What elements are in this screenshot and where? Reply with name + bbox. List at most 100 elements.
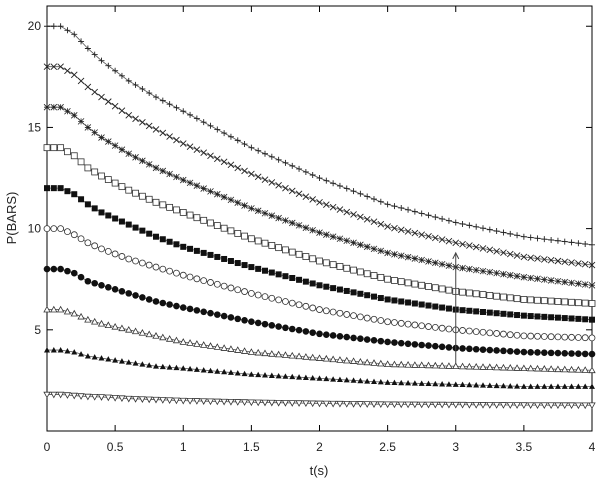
data-point — [112, 67, 119, 74]
data-point — [50, 63, 58, 71]
series-square-filled — [44, 185, 595, 323]
data-point — [472, 328, 480, 336]
data-point — [104, 394, 112, 402]
data-point — [500, 229, 507, 236]
data-point — [179, 140, 187, 147]
data-point — [418, 301, 425, 308]
data-point — [370, 359, 378, 366]
data-point — [213, 222, 221, 229]
y-axis-label: P(BARS) — [4, 192, 19, 245]
x-tick-label: 0.5 — [107, 440, 124, 454]
data-point — [438, 362, 446, 369]
data-point — [220, 282, 228, 290]
data-point — [466, 345, 473, 353]
data-point — [357, 290, 364, 297]
data-point — [274, 350, 283, 358]
data-point — [438, 401, 446, 409]
data-point — [363, 215, 371, 223]
data-point — [302, 278, 309, 285]
data-point — [275, 214, 282, 222]
data-point — [330, 376, 337, 382]
data-point — [397, 401, 405, 409]
data-point — [254, 207, 262, 215]
data-point — [295, 301, 303, 309]
x-tick-label: 2.5 — [379, 440, 396, 454]
data-point — [296, 276, 303, 283]
data-point — [561, 278, 569, 286]
data-point — [173, 269, 180, 277]
data-point — [561, 298, 569, 306]
data-point — [295, 400, 303, 407]
data-point — [173, 206, 180, 214]
data-point — [132, 292, 139, 299]
data-point — [424, 401, 433, 409]
data-point — [514, 312, 521, 319]
data-point — [452, 401, 460, 409]
data-point — [118, 253, 126, 260]
data-point — [227, 227, 235, 235]
data-point — [165, 397, 174, 404]
data-point — [50, 347, 57, 353]
data-point — [357, 190, 364, 197]
data-point — [227, 161, 235, 169]
data-point — [118, 358, 125, 364]
data-point — [268, 399, 276, 407]
data-point — [91, 317, 99, 325]
data-point — [275, 181, 282, 189]
data-point — [159, 333, 167, 341]
data-point — [275, 271, 282, 278]
data-point — [581, 299, 589, 307]
data-point — [500, 347, 507, 355]
data-point — [561, 258, 569, 266]
x-tick-label: 3 — [452, 440, 459, 454]
y-tick-label: 15 — [28, 120, 42, 134]
data-point — [350, 334, 357, 342]
data-point — [173, 173, 180, 181]
data-point — [561, 402, 569, 410]
data-point — [391, 339, 398, 346]
data-point — [91, 51, 98, 58]
data-point — [268, 179, 276, 186]
data-point — [343, 401, 351, 408]
data-point — [288, 248, 296, 256]
data-point — [506, 364, 514, 371]
data-point — [57, 23, 64, 30]
data-point — [568, 315, 575, 322]
data-point — [64, 228, 71, 236]
data-point — [316, 375, 323, 381]
data-point — [97, 394, 106, 401]
data-point — [527, 402, 535, 409]
data-point — [288, 351, 296, 359]
series-circle-open — [43, 225, 596, 342]
data-point — [152, 263, 160, 271]
data-point — [431, 323, 439, 331]
data-point — [173, 104, 180, 111]
data-point — [480, 225, 486, 232]
data-point — [77, 273, 85, 281]
data-point — [329, 233, 337, 240]
data-point — [425, 232, 432, 240]
data-point — [248, 205, 255, 212]
data-point — [391, 277, 398, 284]
data-point — [268, 322, 276, 329]
data-point — [316, 330, 323, 338]
data-point — [390, 401, 399, 409]
data-point — [84, 315, 92, 323]
data-point — [582, 316, 589, 323]
data-point — [363, 336, 371, 343]
data-point — [404, 320, 412, 328]
data-point — [486, 246, 494, 254]
data-point — [316, 282, 323, 289]
data-point — [547, 333, 555, 341]
data-point — [405, 206, 412, 213]
data-point — [302, 168, 309, 175]
data-point — [187, 111, 194, 118]
data-point — [213, 155, 221, 163]
data-point — [213, 343, 221, 350]
annotation-layer — [452, 251, 460, 365]
data-point — [527, 313, 534, 320]
data-point — [356, 357, 365, 365]
data-point — [241, 232, 248, 240]
data-point — [397, 360, 405, 368]
data-point — [289, 373, 296, 380]
